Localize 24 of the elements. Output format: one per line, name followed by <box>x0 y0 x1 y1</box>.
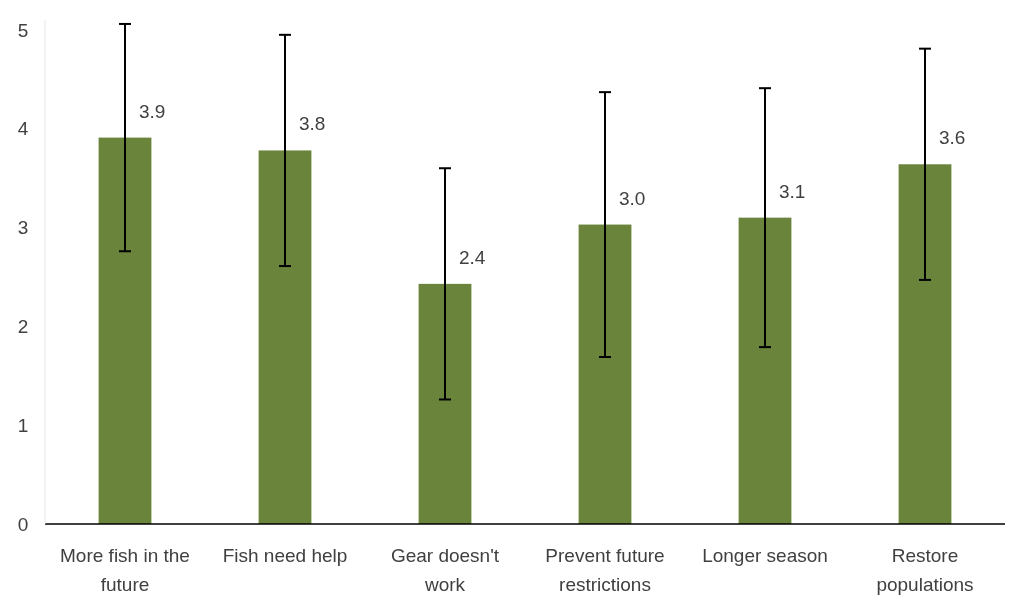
data-label: 3.1 <box>779 180 806 202</box>
data-label: 3.9 <box>139 100 166 122</box>
data-label: 2.4 <box>459 246 486 268</box>
y-tick-label: 1 <box>17 414 29 436</box>
y-tick-label: 2 <box>17 316 29 337</box>
data-label: 3.6 <box>939 127 966 149</box>
x-tick-label: Gear doesn't work <box>390 545 500 595</box>
bar <box>418 283 472 524</box>
x-tick-label: Prevent future restrictions <box>545 545 665 595</box>
x-tick-label: More fish in the future <box>60 545 190 595</box>
bar <box>898 164 952 524</box>
y-tick-label: 0 <box>17 513 29 535</box>
x-tick-label: Longer season <box>702 545 828 566</box>
x-tick-label: Restore populations <box>876 545 974 595</box>
y-tick-label: 5 <box>17 19 29 41</box>
data-label: 3.0 <box>619 187 646 209</box>
y-tick-label: 3 <box>17 217 29 239</box>
data-label: 3.8 <box>299 113 326 135</box>
x-tick-label: Fish need help <box>222 545 348 566</box>
bar <box>258 150 312 524</box>
bar <box>98 137 152 524</box>
bar <box>738 217 792 524</box>
y-tick-label: 4 <box>17 118 29 140</box>
bar <box>578 224 632 524</box>
